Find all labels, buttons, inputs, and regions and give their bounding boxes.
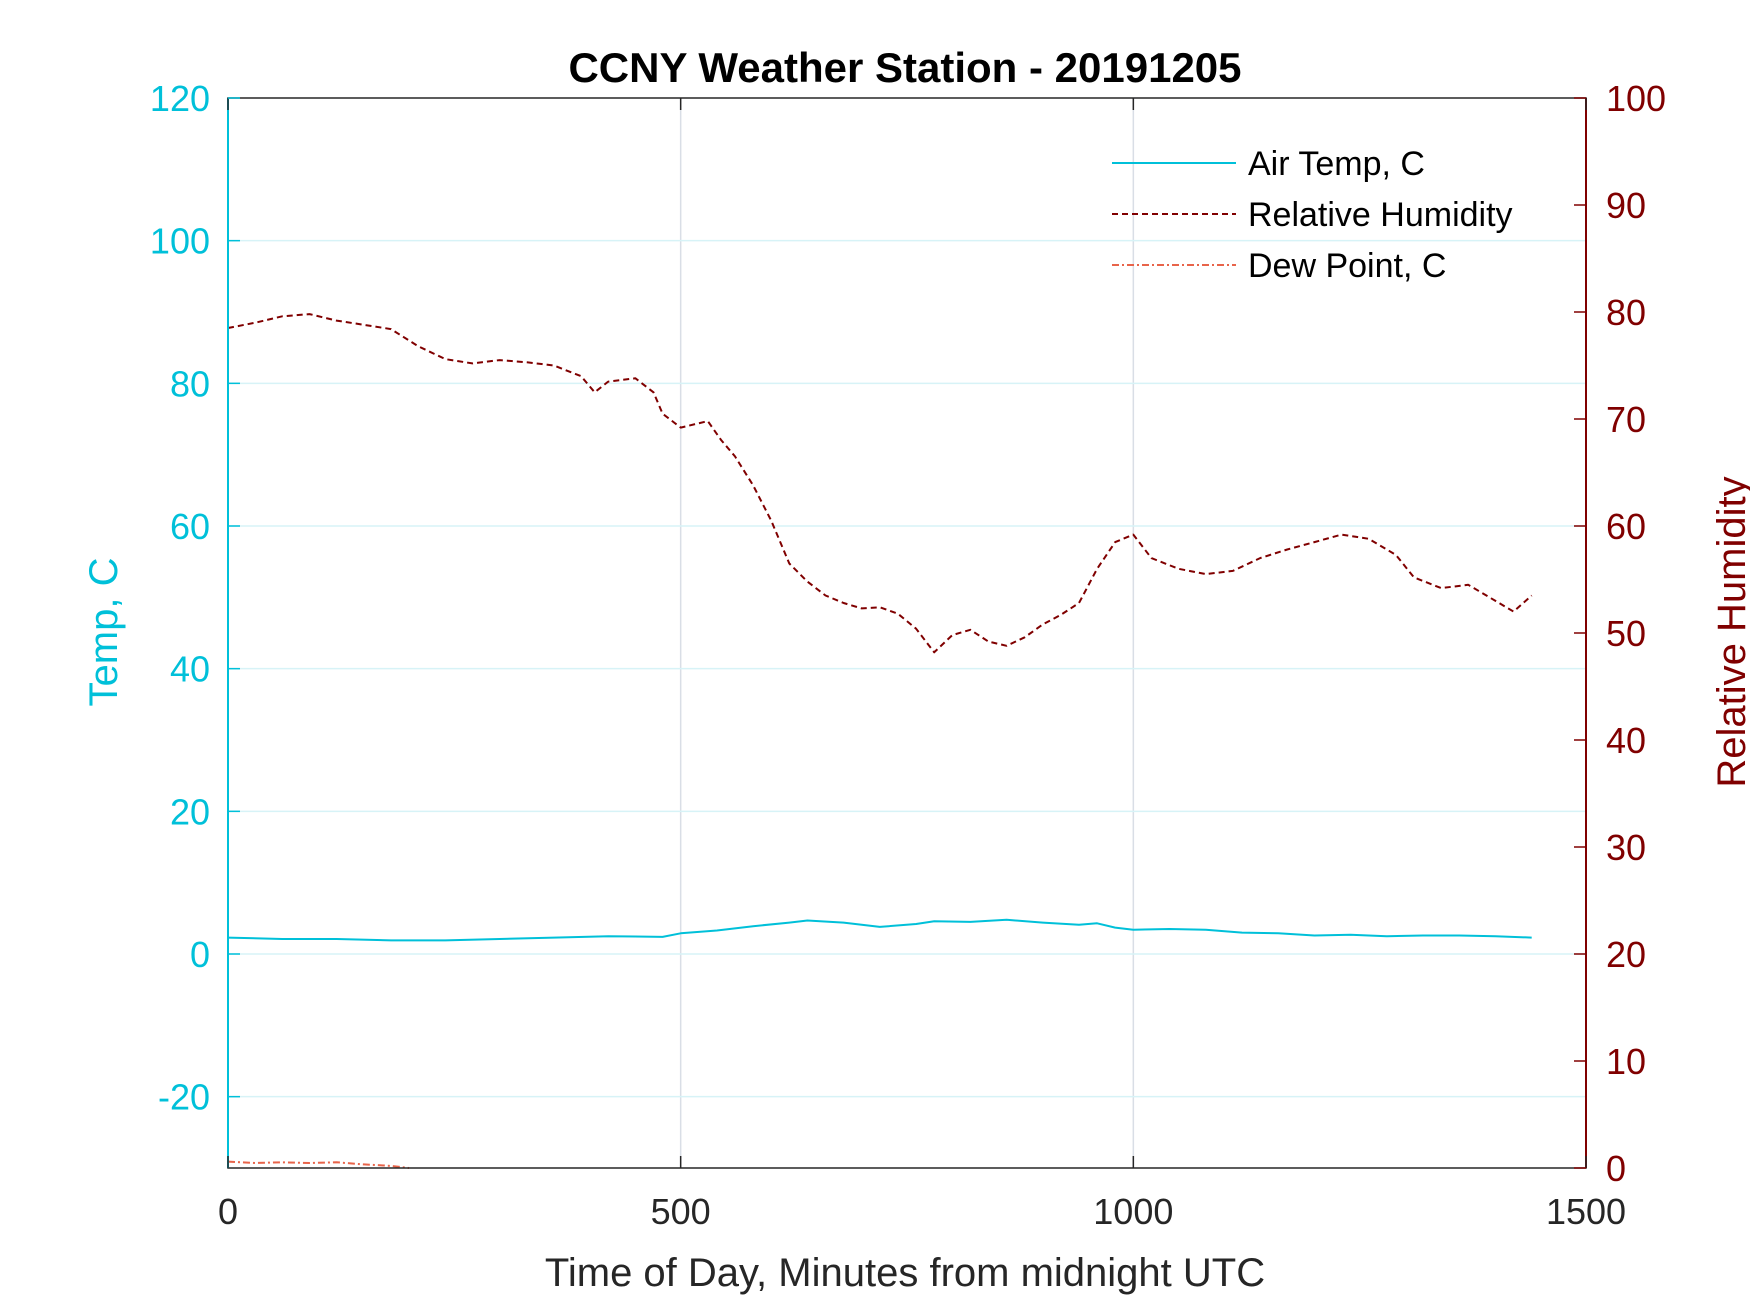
left-axis-ticks: -20 0 20 40 60 80 100 120 <box>150 78 240 1118</box>
series-line-dew-point-c <box>227 1160 410 1169</box>
x-tick-label: 1500 <box>1546 1191 1626 1232</box>
x-tick-label: 0 <box>218 1191 238 1232</box>
right-tick-label: 50 <box>1606 613 1646 654</box>
right-axis-label: Relative Humidity <box>1710 476 1750 787</box>
right-tick-label: 0 <box>1606 1148 1626 1189</box>
series-line-air-temp-c <box>227 918 1532 942</box>
right-tick-label: 70 <box>1606 399 1646 440</box>
legend-label: Relative Humidity <box>1248 196 1513 234</box>
legend-label: Air Temp, C <box>1248 145 1425 183</box>
left-tick-label: 80 <box>170 363 210 404</box>
series-layer <box>227 313 1533 1169</box>
left-tick-label: 120 <box>150 78 210 119</box>
legend-label: Dew Point, C <box>1248 247 1446 285</box>
x-tick-label: 1000 <box>1093 1191 1173 1232</box>
chart-title: CCNY Weather Station - 20191205 <box>568 44 1241 91</box>
right-tick-label: 90 <box>1606 185 1646 226</box>
right-tick-label: 60 <box>1606 506 1646 547</box>
legend: Air Temp, C Relative Humidity Dew Point, C <box>1112 145 1513 285</box>
left-tick-label: -20 <box>158 1077 210 1118</box>
x-axis-label: Time of Day, Minutes from midnight UTC <box>545 1251 1265 1295</box>
series-line-relative-humidity <box>227 313 1533 654</box>
left-tick-label: 100 <box>150 221 210 262</box>
left-axis-label: Temp, C <box>82 558 126 707</box>
grid-lines <box>228 98 1586 1168</box>
left-tick-label: 20 <box>170 791 210 832</box>
x-tick-label: 500 <box>651 1191 711 1232</box>
right-tick-label: 80 <box>1606 292 1646 333</box>
left-tick-label: 40 <box>170 649 210 690</box>
left-tick-label: 0 <box>190 934 210 975</box>
right-axis-ticks: 0 10 20 30 40 50 60 70 80 90 100 <box>1574 78 1666 1189</box>
right-tick-label: 10 <box>1606 1041 1646 1082</box>
right-tick-label: 30 <box>1606 827 1646 868</box>
right-tick-label: 100 <box>1606 78 1666 119</box>
left-tick-label: 60 <box>170 506 210 547</box>
right-tick-label: 20 <box>1606 934 1646 975</box>
right-tick-label: 40 <box>1606 720 1646 761</box>
x-axis-ticks: 0 500 1000 1500 <box>218 98 1626 1232</box>
